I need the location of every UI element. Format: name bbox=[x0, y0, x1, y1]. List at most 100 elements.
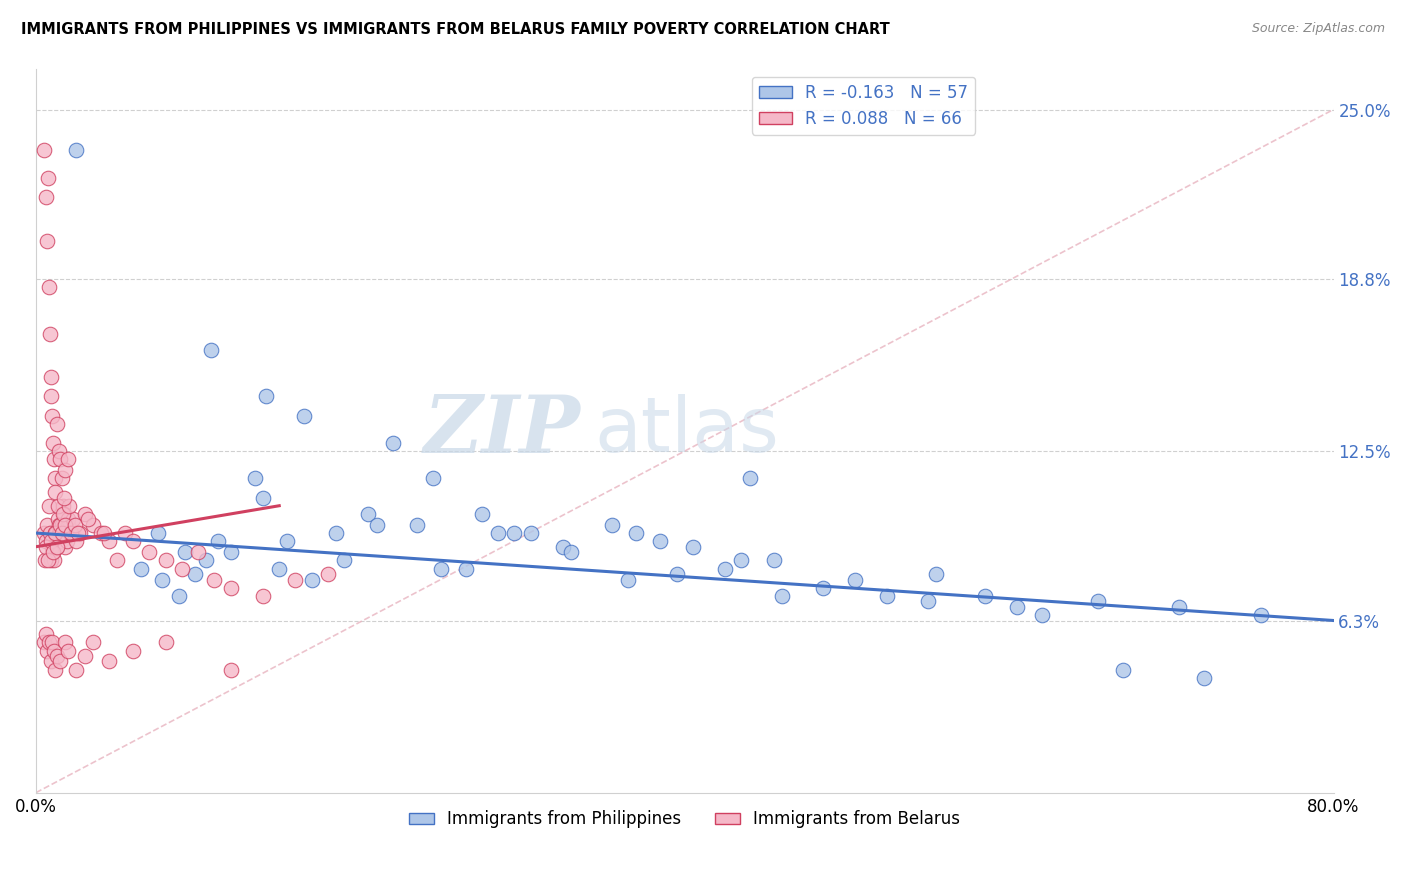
Point bbox=[51, 471, 73, 485]
Point bbox=[90, 526, 112, 541]
Point bbox=[37, 643, 59, 657]
Point bbox=[34, 534, 56, 549]
Point bbox=[48, 444, 70, 458]
Point bbox=[42, 436, 65, 450]
Point bbox=[252, 589, 274, 603]
Point bbox=[52, 499, 75, 513]
Point bbox=[762, 553, 785, 567]
Point bbox=[55, 534, 77, 549]
Point bbox=[1168, 599, 1191, 614]
Point bbox=[406, 517, 429, 532]
Point bbox=[184, 567, 207, 582]
Point bbox=[665, 567, 688, 582]
Text: ZIP: ZIP bbox=[425, 392, 581, 469]
Point bbox=[1087, 594, 1109, 608]
Point bbox=[44, 540, 66, 554]
Point bbox=[32, 635, 55, 649]
Point bbox=[58, 452, 80, 467]
Point bbox=[39, 370, 62, 384]
Point bbox=[45, 540, 67, 554]
Point bbox=[770, 589, 793, 603]
Point bbox=[325, 526, 347, 541]
Point bbox=[503, 526, 526, 541]
Point bbox=[42, 553, 65, 567]
Point bbox=[122, 534, 145, 549]
Point bbox=[67, 526, 90, 541]
Point bbox=[32, 144, 55, 158]
Point bbox=[876, 589, 898, 603]
Point bbox=[46, 512, 69, 526]
Point bbox=[32, 526, 55, 541]
Point bbox=[617, 573, 640, 587]
Point bbox=[155, 553, 177, 567]
Point bbox=[138, 545, 160, 559]
Point bbox=[422, 471, 444, 485]
Point bbox=[73, 507, 96, 521]
Point bbox=[41, 540, 63, 554]
Point bbox=[39, 655, 62, 669]
Point bbox=[62, 512, 84, 526]
Point bbox=[65, 663, 87, 677]
Point bbox=[37, 553, 59, 567]
Point bbox=[65, 144, 87, 158]
Point bbox=[52, 491, 75, 505]
Point bbox=[44, 471, 66, 485]
Point bbox=[316, 567, 339, 582]
Text: Source: ZipAtlas.com: Source: ZipAtlas.com bbox=[1251, 22, 1385, 36]
Point bbox=[844, 573, 866, 587]
Point bbox=[551, 540, 574, 554]
Point bbox=[59, 526, 82, 541]
Point bbox=[471, 507, 494, 521]
Point bbox=[357, 507, 380, 521]
Point bbox=[202, 573, 225, 587]
Point bbox=[167, 589, 190, 603]
Point bbox=[52, 507, 75, 521]
Point bbox=[44, 526, 66, 541]
Point bbox=[366, 517, 388, 532]
Point bbox=[59, 526, 82, 541]
Point bbox=[53, 635, 76, 649]
Point bbox=[41, 534, 63, 549]
Point bbox=[34, 190, 56, 204]
Point bbox=[301, 573, 323, 587]
Point bbox=[53, 463, 76, 477]
Point bbox=[58, 499, 80, 513]
Point bbox=[46, 540, 69, 554]
Point bbox=[46, 648, 69, 663]
Point bbox=[114, 526, 136, 541]
Point bbox=[49, 655, 72, 669]
Point bbox=[714, 561, 737, 575]
Point bbox=[56, 517, 79, 532]
Point bbox=[37, 170, 59, 185]
Point bbox=[63, 517, 86, 532]
Point bbox=[254, 389, 277, 403]
Legend: Immigrants from Philippines, Immigrants from Belarus: Immigrants from Philippines, Immigrants … bbox=[402, 804, 967, 835]
Text: atlas: atlas bbox=[593, 393, 779, 467]
Point bbox=[38, 526, 60, 541]
Point bbox=[170, 561, 193, 575]
Point bbox=[49, 534, 72, 549]
Point bbox=[53, 517, 76, 532]
Point bbox=[219, 663, 242, 677]
Point bbox=[243, 471, 266, 485]
Point bbox=[269, 561, 291, 575]
Point bbox=[131, 561, 153, 575]
Point bbox=[624, 526, 647, 541]
Point bbox=[93, 526, 115, 541]
Point bbox=[97, 655, 120, 669]
Point bbox=[35, 540, 58, 554]
Point bbox=[738, 471, 761, 485]
Point bbox=[51, 526, 73, 541]
Point bbox=[53, 517, 76, 532]
Point bbox=[252, 491, 274, 505]
Point bbox=[381, 436, 404, 450]
Point bbox=[38, 326, 60, 341]
Point bbox=[1250, 608, 1272, 623]
Point bbox=[58, 512, 80, 526]
Point bbox=[195, 553, 218, 567]
Point bbox=[49, 517, 72, 532]
Point bbox=[42, 545, 65, 559]
Point bbox=[76, 512, 98, 526]
Point bbox=[49, 526, 72, 541]
Point bbox=[38, 499, 60, 513]
